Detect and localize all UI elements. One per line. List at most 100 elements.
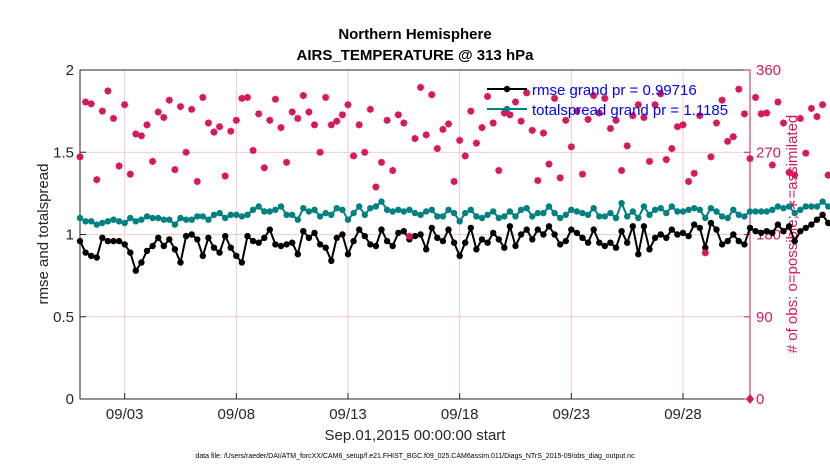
totalspread-point [367,205,374,212]
x-tick-label: 09/28 [664,406,702,423]
rmse-point [562,237,569,245]
obs-possible-marker [551,95,558,102]
obs-possible-marker [579,170,586,178]
rmse-point [378,226,385,233]
totalspread-point [372,203,380,210]
y-tick-label: 1.5 [53,144,74,161]
obs-possible-marker [87,100,95,108]
obs-possible-marker [82,98,89,106]
obs-possible-marker [607,125,614,132]
obs-assimilated-marker [171,166,179,174]
obs-possible-marker [311,121,318,129]
obs-possible-marker [305,108,313,116]
obs-assimilated-marker [433,145,441,153]
y-tick-label-right: 0 [756,391,764,408]
totalspread-point [160,216,167,223]
obs-possible-marker [344,101,352,108]
rmse-point [506,223,514,230]
totalspread-point [590,205,597,212]
rmse-point [529,236,536,243]
rmse-point [205,234,212,241]
obs-assimilated-marker [785,168,793,176]
obs-assimilated-marker [188,105,196,113]
totalspread-point [819,198,826,205]
obs-assimilated-marker [417,83,425,91]
rmse-point [774,221,782,228]
totalspread-point [450,209,458,217]
obs-possible-marker [233,117,240,124]
obs-possible-marker [825,171,830,179]
obs-possible-marker [121,101,128,108]
rmse-point [490,229,497,237]
rmse-point [696,224,703,232]
rmse-point [484,239,491,246]
obs-assimilated-marker [221,172,229,180]
rmse-point [283,241,290,248]
totalspread-point [679,208,687,215]
obs-possible-marker [490,119,497,127]
rmse-point [339,231,346,238]
obs-possible-marker [691,170,698,177]
totalspread-point [132,218,139,225]
obs-assimilated-marker [528,126,536,134]
obs-assimilated-marker [182,148,190,156]
x-tick-label: 09/18 [441,406,479,423]
rmse-point [640,223,648,230]
rmse-point [389,242,396,250]
obs-possible-marker [255,110,262,118]
obs-assimilated-marker [601,94,609,102]
rmse-point [93,254,101,261]
totalspread-point [88,218,95,225]
obs-assimilated-marker [355,121,363,129]
totalspread-point [813,203,821,210]
obs-possible-marker [361,149,368,156]
totalspread-point [473,213,480,220]
totalspread-point [277,203,285,210]
totalspread-point [149,214,156,222]
obs-assimilated-marker [333,117,341,125]
obs-possible-marker [132,130,139,138]
rmse-point [797,228,804,235]
obs-assimilated-marker [232,116,240,124]
totalspread-point [238,213,246,220]
obs-assimilated-marker [165,96,173,104]
obs-assimilated-marker [746,155,754,163]
totalspread-point [495,214,502,222]
obs-assimilated-marker [724,137,732,145]
rmse-point [607,239,614,246]
totalspread-point [484,211,491,218]
totalspread-point [400,208,407,215]
obs-possible-marker [339,111,346,119]
totalspread-point [557,214,564,222]
rmse-point [76,237,84,245]
obs-possible-marker [640,114,648,121]
obs-assimilated-marker [154,108,162,116]
totalspread-point [769,206,776,213]
rmse-point [517,231,525,238]
totalspread-point [210,211,218,218]
obs-possible-marker [517,117,525,125]
rmse-point [478,236,486,243]
totalspread-point [194,213,201,220]
totalspread-point [305,208,313,215]
rmse-point [439,237,447,245]
totalspread-point [272,206,279,213]
obs-assimilated-marker [98,107,106,115]
obs-assimilated-marker [411,134,419,143]
obs-assimilated-marker [260,164,268,172]
rmse-point [573,229,581,237]
obs-assimilated-marker [511,98,520,106]
totalspread-point [182,216,190,223]
obs-assimilated-marker [629,112,637,120]
rmse-point [244,232,251,240]
rmse-point [222,232,229,240]
rmse-point [674,231,681,238]
obs-possible-marker [367,106,374,113]
rmse-point [249,237,257,245]
rmse-point [155,234,162,241]
obs-possible-marker [143,121,151,129]
rmse-point [434,234,441,241]
obs-possible-marker [99,107,106,115]
obs-assimilated-marker [791,171,799,179]
obs-assimilated-marker [126,170,134,178]
